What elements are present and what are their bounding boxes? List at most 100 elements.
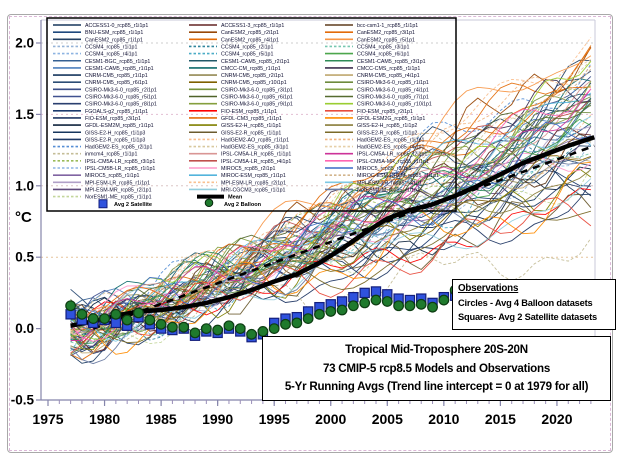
legend-satellite-entry: Avg 2 Satellite — [98, 199, 152, 209]
legend-entry: IPSL-CM5B-LR_rcp85_r1i1p1 — [53, 166, 155, 172]
legend-entry-label: MIROC-ESM-CHEM_rcp85_r1i1p1 — [357, 173, 439, 179]
balloon-marker — [76, 308, 88, 320]
legend-entry: CNRM-CM5_rcp85_r6i1p1 — [53, 80, 148, 86]
balloon-marker — [257, 326, 269, 337]
legend-entry-label: MPI-ESM-MR_rcp85_r2i1p1 — [85, 187, 152, 193]
balloon-marker — [234, 323, 246, 335]
legend-entry: CanESM2_rcp85_r3i1p1 — [325, 30, 415, 36]
legend-entry: IPSL-CM5A-LR_rcp85_r2i1p1 — [325, 152, 427, 158]
balloon-marker — [144, 314, 156, 326]
model-lines — [70, 37, 592, 365]
legend-mean-entry: Mean — [197, 194, 243, 201]
legend-entry: CCSM4_rcp85_r3i1p1 — [325, 44, 409, 50]
legend-entry-label: IPSL-CM5A-LR_rcp85_r1i1p1 — [221, 152, 291, 158]
x-tick-label: 2005 — [372, 411, 403, 427]
model-line — [70, 188, 591, 326]
balloon-marker — [110, 308, 122, 320]
model-line — [70, 65, 592, 334]
legend-entry: MIROC5_rcp85_r1i1p1 — [53, 173, 140, 179]
legend-entry: GFDL-ESM2M_rcp85_r1i1p1 — [53, 123, 154, 129]
legend-entry-label: CCSM4_rcp85_r3i1p1 — [357, 44, 409, 50]
y-tick-label: 1.0 — [15, 178, 34, 193]
svg-text:Avg 2 Balloon: Avg 2 Balloon — [224, 202, 262, 208]
legend-entry-label: CSIRO-Mk3-6-0_rcp85_r9i1p1 — [221, 102, 293, 108]
legend-entry-label: GISS-E2-H_rcp85_r1i1p2 — [357, 123, 417, 129]
legend-entry: GISS-E2-R_rcp85_r1i1p3 — [53, 137, 145, 143]
balloon-marker — [427, 301, 438, 313]
legend-entry-label: bcc-csm1-1_rcp85_r1i1p1 — [357, 23, 418, 29]
legend-entry-label: CanESM2_rcp85_r1i1p1 — [85, 37, 143, 43]
y-tick-label: -0.5 — [11, 393, 35, 408]
legend-entry-label: MRI-CGCM3_rcp85_r1i1p1 — [221, 187, 286, 193]
svg-text:Avg 2 Satellite: Avg 2 Satellite — [114, 202, 152, 208]
legend-entry-label: GISS-E2-R_rcp85_r1i1p2 — [357, 130, 417, 136]
y-tick-label: 1.5 — [15, 107, 34, 122]
legend-entry: CNRM-CM5_rcp85_r2i1p1 — [189, 73, 284, 79]
legend-entry-label: CanESM2_rcp85_r4i1p1 — [221, 37, 279, 43]
model-line — [70, 121, 592, 317]
legend-entry: CSIRO-Mk3-6-0_rcp85_r4i1p1 — [325, 87, 429, 93]
legend-entry-label: CanESM2_rcp85_r2i1p1 — [221, 30, 279, 36]
legend-entry-label: CESM1-BGC_rcp85_r1i1p1 — [85, 59, 150, 65]
balloon-marker — [438, 294, 450, 306]
legend-entry: CNRM-CM5_rcp85_r4i1p1 — [325, 73, 420, 79]
legend-entry: IPSL-CM5A-LR_rcp85_r4i1p1 — [189, 159, 291, 165]
balloon-marker — [121, 314, 133, 326]
legend-entry-label: CSIRO-Mk3-6-0_rcp85_r4i1p1 — [357, 87, 429, 93]
legend-entry: IPSL-CM5A-MR_rcp85_r1i1p1 — [325, 159, 429, 165]
legend-entry: CMCC-CMS_rcp85_r1i1p1 — [325, 66, 420, 72]
legend-entry: MRI-CGCM3_rcp85_r1i1p1 — [189, 187, 286, 193]
legend-entry: GISS-E2-R_rcp85_r1i1p2 — [325, 130, 417, 136]
legend-entry: GISS-E2-H_rcp85_r1i1p2 — [325, 123, 417, 129]
legend-entry-label: MIROC5_rcp85_r3i1p1 — [357, 166, 412, 172]
legend-entry-label: CNRM-CM5_rcp85_r1i1p1 — [85, 73, 148, 79]
model-line — [70, 152, 592, 346]
chart-dashed-border — [9, 16, 611, 451]
legend-entry: CESM1-CAM5_rcp85_r3i1p1 — [325, 59, 426, 65]
legend-entry: IPSL-CM5A-LR_rcp85_r1i1p1 — [189, 152, 291, 158]
legend-entry: CanESM2_rcp85_r4i1p1 — [189, 37, 279, 43]
legend-entry-label: NorESM1-M_rcp85_r1i1p1 — [357, 187, 420, 193]
balloon-marker — [87, 313, 99, 325]
legend-entry-label: ACCESS1-3_rcp85_r1i1p1 — [221, 23, 284, 29]
legend-entry-label: MPI-ESM-LR_rcp85_r1i1p1 — [85, 180, 150, 186]
balloon-markers — [65, 284, 461, 340]
x-tick-label: 2020 — [541, 411, 572, 427]
legend-entry-label: GISS-E2-R_rcp85_r1i1p1 — [221, 130, 281, 136]
model-line — [70, 110, 591, 355]
model-line — [70, 167, 592, 348]
legend-entry-label: MPI-ESM-LR_rcp85_r3i1p1 — [357, 180, 422, 186]
legend-entry-label: HadGEM2-AO_rcp85_r1i1p1 — [221, 137, 289, 143]
legend-entry-label: CCSM4_rcp85_r5i1p1 — [221, 52, 273, 58]
observations-squares-note: Squares- Avg 2 Satellite datasets — [458, 311, 597, 322]
legend-entry: CSIRO-Mk3-6-0_rcp85_r2i1p1 — [53, 87, 157, 93]
svg-text:Mean: Mean — [228, 195, 243, 201]
legend-entry-label: IPSL-CM5B-LR_rcp85_r1i1p1 — [85, 166, 155, 172]
legend-entry: FIO-ESM_rcp85_r2i1p1 — [325, 109, 413, 115]
legend-box: ACCESS1-0_rcp85_r1i1p1BNU-ESM_rcp85_r1i1… — [46, 17, 457, 212]
balloon-marker — [415, 298, 427, 310]
balloon-marker — [155, 318, 167, 330]
legend-entry-label: CMCC-CM_rcp85_r1i1p1 — [221, 66, 281, 72]
legend-entry-label: CNRM-CM5_rcp85_r4i1p1 — [357, 73, 420, 79]
balloon-marker — [212, 324, 224, 336]
legend-entry-label: IPSL-CM5A-LR_rcp85_r4i1p1 — [221, 159, 291, 165]
legend-entry: MPI-ESM-MR_rcp85_r2i1p1 — [53, 187, 152, 193]
y-tick-label: 0.5 — [15, 250, 34, 265]
legend-entry: BNU-ESM_rcp85_r1i1p1 — [53, 30, 143, 36]
x-tick-label: 1990 — [202, 411, 233, 427]
legend-entry-label: GISS-E2-R_rcp85_r1i1p3 — [85, 137, 145, 143]
legend-entry-label: FIO-ESM_rcp85_r3i1p1 — [85, 116, 141, 122]
model-mean-line — [70, 135, 596, 328]
legend-entry: CESM1-BGC_rcp85_r1i1p1 — [53, 59, 150, 65]
observations-box: Observations Circles - Avg 4 Balloon dat… — [452, 279, 616, 330]
balloon-marker — [404, 300, 416, 312]
legend-entry-label: CSIRO-Mk3-6-0_rcp85_r10i1p1 — [357, 102, 432, 108]
legend-entry-label: CESM1-CAM5_rcp85_r1i1p1 — [85, 66, 154, 72]
legend-entry-label: CCSM4_rcp85_r4i1p1 — [85, 52, 137, 58]
legend-entry: CCSM4_rcp85_r2i1p1 — [189, 44, 273, 50]
legend-entry: MIROC5_rcp85_r2i1p1 — [189, 166, 276, 172]
balloon-marker — [99, 313, 110, 325]
observations-circles-note: Circles - Avg 4 Balloon datasets — [458, 297, 593, 308]
